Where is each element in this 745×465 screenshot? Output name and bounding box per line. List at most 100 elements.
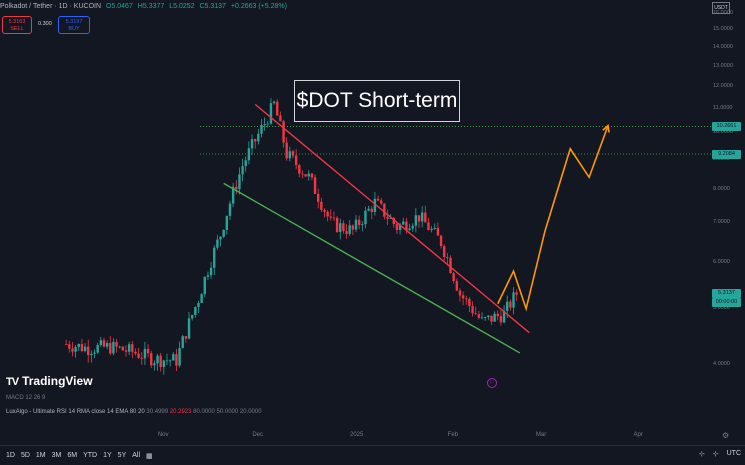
x-tick-label: Feb — [447, 432, 458, 438]
candle-body — [430, 228, 433, 231]
candle-body — [383, 203, 386, 217]
ohlc-high: H5.3377 — [137, 3, 165, 10]
candle-body — [118, 346, 121, 348]
timeframe-button[interactable]: YTD — [83, 452, 98, 459]
symbol-title[interactable]: Polkadot / Tether · 1D · KUCOIN — [0, 3, 102, 10]
candle-body — [159, 355, 162, 368]
candle-body — [443, 246, 446, 258]
candle-body — [414, 215, 418, 226]
candle-body — [373, 198, 377, 212]
candle-body — [190, 315, 194, 319]
y-tick-label: 7.0000 — [713, 219, 730, 226]
y-tick-label: 8.0000 — [713, 185, 730, 192]
y-tick-label: 16.0000 — [713, 10, 733, 16]
candle-body — [411, 225, 414, 229]
sell-price: 5.3163 — [8, 19, 26, 25]
tradingview-mark-icon: TV — [6, 376, 19, 388]
rsi-indicator-label[interactable]: LuxAlgo - Ultimate RSI 14 RMA close 14 E… — [6, 409, 262, 415]
candle-body — [203, 276, 206, 295]
projection — [497, 124, 610, 312]
y-tick-label: 4.0000 — [713, 361, 730, 368]
x-tick-label: Dec — [252, 432, 263, 438]
macd-indicator-label[interactable]: MACD 12 26 9 — [6, 395, 46, 401]
candle-body — [424, 212, 427, 223]
candle-body — [134, 351, 137, 354]
candle-body — [187, 318, 191, 339]
candle-body — [165, 360, 169, 362]
candle-body — [197, 302, 200, 307]
candle-body — [329, 216, 332, 218]
crosshair-icon[interactable]: ⊹ — [698, 451, 705, 458]
chart-title: $DOT Short-term — [294, 80, 460, 122]
utc-button[interactable]: UTC — [726, 450, 741, 457]
candle-body — [83, 346, 87, 352]
candle-body — [260, 125, 263, 134]
event-flag-icon[interactable]: ⚐ — [487, 378, 497, 388]
candle-body — [354, 219, 358, 230]
sell-label: SELL — [10, 26, 24, 32]
candle-body — [477, 314, 481, 318]
candle-body — [326, 211, 329, 217]
ohlc-low: L5.0252 — [169, 3, 195, 10]
sell-button[interactable]: 5.3163 SELL — [2, 16, 32, 34]
timeframe-button[interactable]: 5D — [20, 452, 30, 459]
trendline — [254, 103, 530, 334]
timeframe-buttons: 1D 5D 1M 3M 6M YTD 1Y 5Y All — [0, 452, 140, 459]
timeframe-button[interactable]: 6M — [67, 452, 78, 459]
trendline — [223, 182, 521, 354]
candle-body — [228, 203, 232, 216]
candle-body — [436, 227, 440, 236]
axis-settings-icon[interactable]: ⚙ — [722, 431, 730, 440]
timeframe-button[interactable]: 1Y — [103, 452, 112, 459]
candle-body — [238, 174, 241, 190]
price-chart[interactable] — [0, 0, 712, 395]
buy-button[interactable]: 5.3197 BUY — [58, 16, 90, 34]
candle-body — [335, 217, 339, 232]
rsi-name: LuxAlgo - Ultimate RSI 14 RMA close 14 E… — [6, 409, 145, 415]
y-tick-label: 13.0000 — [713, 62, 733, 69]
x-tick-label: Apr — [633, 432, 643, 438]
y-tick-label: 5.0000 — [713, 304, 730, 311]
timeframe-button[interactable]: 3M — [51, 452, 62, 459]
candle-body — [175, 354, 178, 366]
candle-body — [150, 353, 153, 366]
candle-body — [225, 215, 229, 230]
crosshair-icon-2[interactable]: ⊹ — [712, 451, 719, 458]
y-tick-label: 11.0000 — [713, 104, 733, 111]
date-range-icon[interactable]: ▦ — [146, 452, 153, 460]
candle-body — [402, 221, 405, 225]
x-tick-label: Nov — [157, 432, 169, 438]
candle-body — [109, 343, 112, 354]
candle-body — [143, 348, 147, 359]
y-tick-label: 9.0000 — [713, 155, 730, 162]
y-tick-label: 6.0000 — [713, 258, 730, 265]
candle-body — [468, 299, 471, 307]
candle-body — [351, 225, 355, 230]
candle-body — [499, 316, 503, 323]
candle-body — [247, 148, 251, 161]
candle-body — [342, 223, 345, 232]
rsi-value-1: 30.4999 — [146, 409, 169, 415]
candle-body — [345, 231, 348, 234]
candle-body — [153, 363, 156, 366]
candle-body — [162, 360, 166, 368]
timeframe-button[interactable]: 5Y — [117, 452, 127, 459]
candle-body — [87, 346, 90, 356]
timeframe-button[interactable]: All — [132, 452, 141, 459]
candle-body — [512, 292, 515, 308]
candle-body — [506, 301, 509, 311]
price-tag: 10.2661 — [712, 121, 741, 131]
candle-body — [367, 208, 370, 211]
candle-body — [483, 317, 487, 318]
candle-body — [68, 344, 71, 349]
time-axis[interactable]: Nov Dec 2025 Feb Mar Apr — [0, 429, 712, 443]
timeframe-button[interactable]: 1M — [35, 452, 46, 459]
timeframe-button[interactable]: 1D — [6, 452, 15, 459]
candle-body — [178, 348, 181, 366]
candle-body — [376, 198, 380, 201]
candle-body — [298, 165, 301, 174]
candle-body — [465, 298, 468, 300]
candle-body — [96, 345, 99, 353]
currency-selector[interactable]: USDT — [712, 2, 730, 14]
candle-body — [105, 343, 109, 347]
